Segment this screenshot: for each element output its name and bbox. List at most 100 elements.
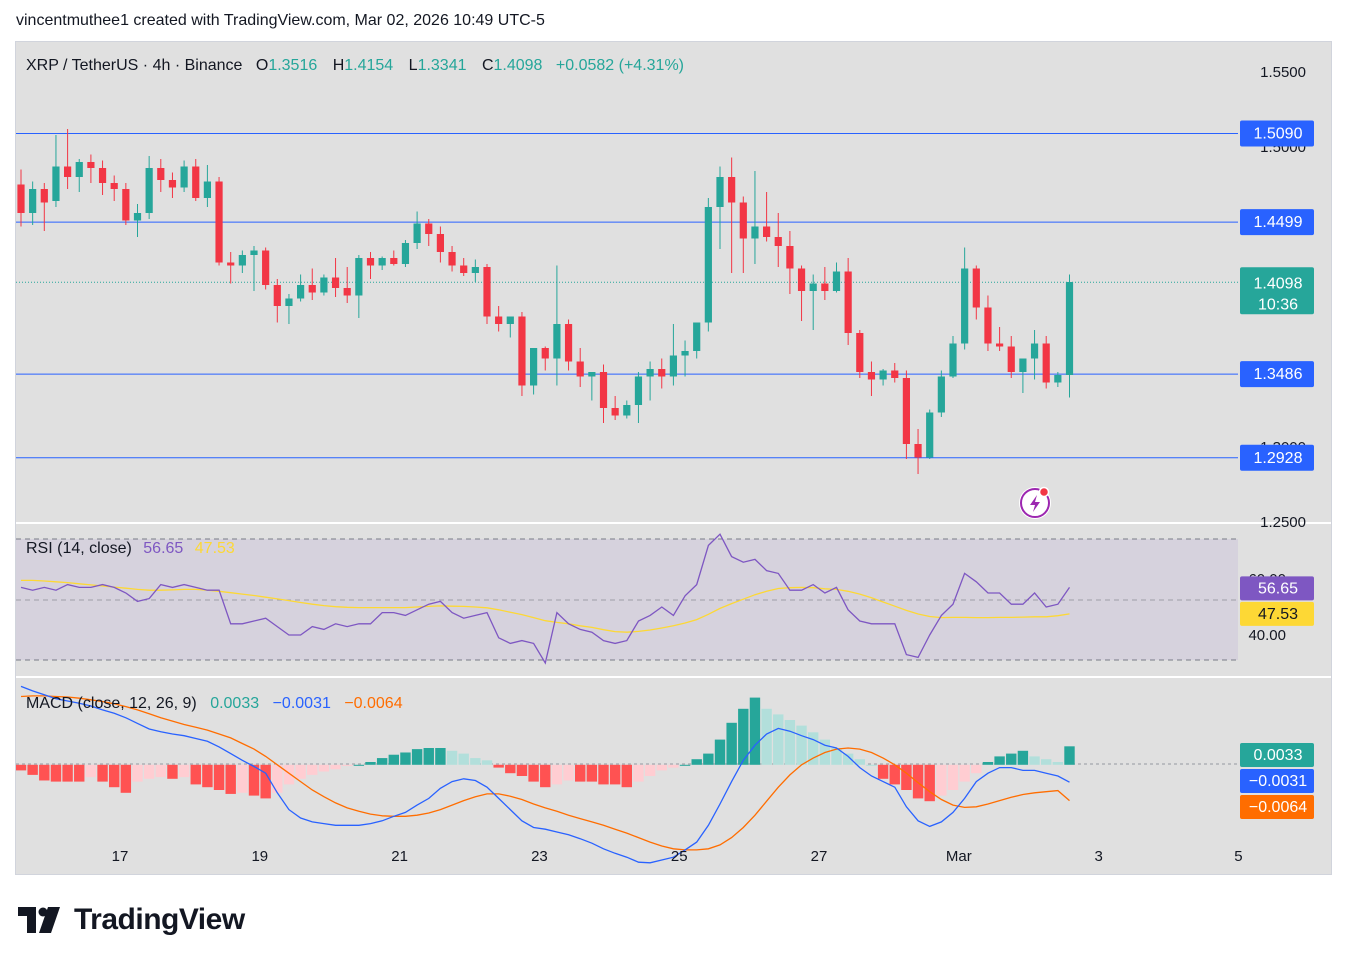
candle[interactable] (681, 340, 689, 377)
candle[interactable] (331, 258, 340, 297)
lightning-alert-icon[interactable] (1019, 486, 1051, 519)
candle[interactable] (297, 274, 305, 302)
candle[interactable] (29, 181, 37, 226)
candle[interactable] (495, 306, 503, 332)
candle[interactable] (518, 312, 526, 396)
candle[interactable] (867, 361, 876, 397)
candle[interactable] (203, 165, 211, 207)
macd-signal-label[interactable]: −0.0064 (1240, 795, 1314, 819)
candle[interactable] (832, 262, 841, 293)
candle[interactable] (355, 255, 363, 318)
candle[interactable] (984, 295, 992, 352)
candle[interactable] (891, 363, 899, 383)
level-price-label[interactable]: 1.3486 (1240, 361, 1314, 388)
candle[interactable] (483, 264, 491, 324)
candle[interactable] (192, 159, 200, 201)
candle[interactable] (961, 247, 969, 350)
candle[interactable] (448, 246, 456, 272)
candle[interactable] (98, 160, 107, 196)
candle[interactable] (623, 400, 631, 419)
candle[interactable] (588, 372, 596, 401)
candle[interactable] (262, 247, 270, 290)
candle[interactable] (856, 330, 864, 378)
candle[interactable] (1030, 330, 1039, 380)
candle[interactable] (390, 250, 398, 266)
candle[interactable] (937, 370, 945, 418)
candle[interactable] (739, 196, 747, 274)
candle[interactable] (716, 166, 724, 250)
candle[interactable] (949, 336, 957, 378)
candle[interactable] (122, 183, 130, 225)
candle[interactable] (413, 211, 421, 250)
candle[interactable] (40, 183, 48, 231)
candle[interactable] (728, 157, 736, 274)
candle[interactable] (378, 256, 386, 271)
candle[interactable] (238, 250, 246, 274)
candle[interactable] (611, 396, 619, 420)
candle[interactable] (157, 159, 165, 192)
candle[interactable] (809, 274, 817, 331)
rsi-value-label[interactable]: 56.65 (1240, 576, 1314, 601)
level-price-label[interactable]: 1.5090 (1240, 120, 1314, 147)
candle[interactable] (972, 265, 980, 320)
macd-hist-label[interactable]: 0.0033 (1240, 743, 1314, 767)
candle[interactable] (658, 358, 666, 389)
candle[interactable] (366, 252, 375, 279)
candle[interactable] (844, 258, 852, 345)
macd-value-label[interactable]: −0.0031 (1240, 769, 1314, 793)
candle[interactable] (564, 319, 573, 371)
candle[interactable] (1065, 274, 1074, 398)
candle[interactable] (821, 267, 829, 300)
candle[interactable] (401, 240, 410, 267)
candle[interactable] (1019, 358, 1027, 394)
candle[interactable] (926, 409, 934, 460)
candle[interactable] (308, 268, 316, 301)
candle[interactable] (576, 348, 584, 387)
candle[interactable] (797, 265, 806, 322)
level-price-label[interactable]: 1.2928 (1240, 444, 1314, 471)
candle[interactable] (17, 169, 25, 227)
candle[interactable] (273, 279, 281, 323)
candle[interactable] (75, 159, 83, 192)
candle[interactable] (425, 219, 433, 246)
candle[interactable] (634, 372, 643, 423)
candle[interactable] (471, 259, 479, 283)
candle[interactable] (250, 246, 258, 291)
candle[interactable] (1042, 336, 1050, 389)
candle[interactable] (227, 252, 235, 284)
candle[interactable] (1007, 336, 1015, 378)
candle[interactable] (530, 348, 538, 395)
candle[interactable] (669, 324, 677, 386)
candle[interactable] (599, 364, 608, 424)
candle[interactable] (786, 231, 794, 294)
candle[interactable] (343, 267, 351, 303)
candle[interactable] (553, 265, 561, 386)
candle[interactable] (64, 129, 72, 189)
candle[interactable] (902, 370, 910, 460)
candle[interactable] (506, 316, 514, 338)
rsi-ma-value-label[interactable]: 47.53 (1240, 601, 1314, 626)
candle[interactable] (215, 177, 223, 266)
candle[interactable] (285, 294, 293, 324)
candle[interactable] (145, 156, 153, 219)
candle[interactable] (693, 322, 701, 359)
candle[interactable] (763, 192, 771, 242)
candle[interactable] (87, 154, 95, 184)
candle[interactable] (1054, 372, 1062, 387)
candle[interactable] (914, 429, 922, 474)
candle[interactable] (704, 198, 712, 332)
level-price-label[interactable]: 1.4499 (1240, 209, 1314, 236)
candle[interactable] (133, 204, 142, 237)
last-price-label[interactable]: 1.4098 10:36 (1240, 267, 1314, 315)
candle[interactable] (436, 226, 444, 263)
candle[interactable] (168, 172, 177, 199)
candle[interactable] (460, 258, 468, 276)
tradingview-logo[interactable]: TradingView (18, 900, 245, 940)
candle[interactable] (180, 160, 188, 193)
candle[interactable] (320, 274, 328, 296)
candle[interactable] (879, 369, 887, 386)
candle[interactable] (751, 171, 759, 264)
candle[interactable] (52, 135, 60, 207)
